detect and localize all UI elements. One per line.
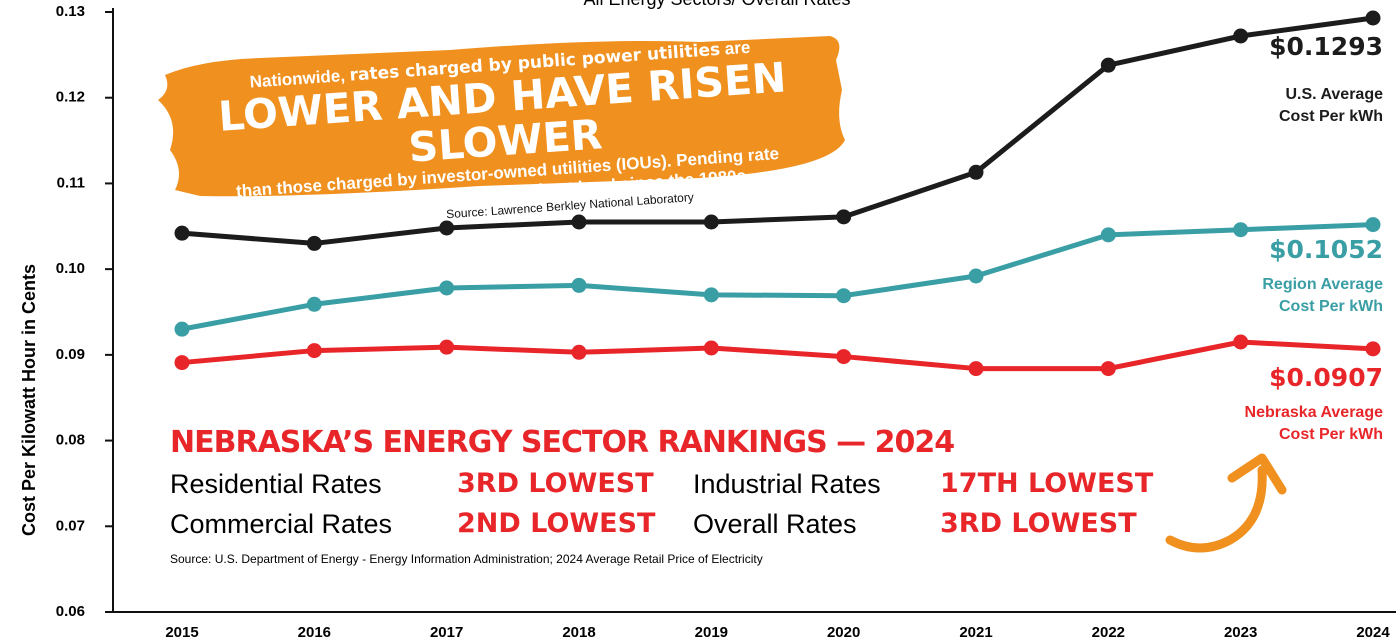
y-axis-title: Cost Per Kilowatt Hour in Cents (19, 264, 39, 536)
data-point (307, 236, 322, 251)
x-tick-label: 2024 (1356, 624, 1390, 641)
ranking-value: 3RD LOWEST (457, 464, 693, 504)
data-point (307, 343, 322, 358)
x-tick-label: 2020 (827, 624, 860, 641)
ranking-label: Commercial Rates (170, 504, 457, 544)
data-point (572, 215, 587, 230)
ranking-label: Industrial Rates (693, 464, 940, 504)
y-tick-label: 0.08 (56, 432, 85, 449)
data-point (1233, 222, 1248, 237)
data-point (1233, 29, 1248, 44)
ranking-value: 2ND LOWEST (457, 504, 693, 544)
series-name: U.S. Average Cost Per kWh (1258, 84, 1383, 128)
data-point (175, 322, 190, 337)
data-point (572, 345, 587, 360)
data-point (969, 361, 984, 376)
y-tick-label: 0.12 (56, 89, 85, 106)
data-point (439, 281, 454, 296)
value-label: $0.1293 (1269, 32, 1383, 61)
data-point (836, 288, 851, 303)
ranking-label: Residential Rates (170, 464, 457, 504)
rankings: NEBRASKA’S ENERGY SECTOR RANKINGS — 2024… (170, 425, 1170, 566)
x-tick-label: 2021 (959, 624, 992, 641)
arrow (1170, 458, 1282, 548)
data-point (439, 221, 454, 236)
data-point (836, 349, 851, 364)
rankings-source: Source: U.S. Department of Energy - Ener… (170, 552, 1170, 566)
page: All Energy Sectors/ Overall Rates Cost P… (0, 0, 1396, 643)
data-point (969, 269, 984, 284)
data-point (307, 297, 322, 312)
ranking-value: 3RD LOWEST (940, 504, 1180, 544)
series-line (182, 342, 1373, 369)
data-point (969, 165, 984, 180)
rankings-title: NEBRASKA’S ENERGY SECTOR RANKINGS — 2024 (170, 425, 1170, 460)
data-point (1233, 335, 1248, 350)
x-tick-label: 2015 (165, 624, 198, 641)
x-tick-label: 2017 (430, 624, 463, 641)
series-name: Region Average Cost Per kWh (1243, 274, 1383, 318)
x-tick-label: 2023 (1224, 624, 1257, 641)
data-point (704, 341, 719, 356)
data-point (704, 287, 719, 302)
x-tick-label: 2018 (562, 624, 595, 641)
y-tick-label: 0.07 (56, 517, 85, 534)
data-point (1101, 227, 1116, 242)
series-name: Nebraska Average Cost Per kWh (1223, 402, 1383, 446)
x-tick-label: 2016 (298, 624, 331, 641)
data-point (175, 355, 190, 370)
y-tick-label: 0.13 (56, 3, 85, 20)
data-point (1366, 11, 1381, 26)
value-label: $0.0907 (1269, 363, 1383, 392)
data-point (704, 215, 719, 230)
y-tick-label: 0.11 (57, 174, 85, 191)
chart-title: All Energy Sectors/ Overall Rates (583, 0, 850, 9)
data-point (1366, 217, 1381, 232)
y-tick-label: 0.06 (56, 603, 85, 620)
x-tick-label: 2022 (1092, 624, 1125, 641)
data-point (836, 209, 851, 224)
data-point (1101, 361, 1116, 376)
data-point (1101, 58, 1116, 73)
data-point (439, 340, 454, 355)
x-tick-label: 2019 (695, 624, 728, 641)
data-point (1366, 341, 1381, 356)
y-tick-label: 0.10 (56, 260, 85, 277)
ranking-value: 17TH LOWEST (940, 464, 1180, 504)
value-label: $0.1052 (1269, 235, 1383, 264)
y-tick-label: 0.09 (56, 346, 85, 363)
ranking-label: Overall Rates (693, 504, 940, 544)
data-point (572, 278, 587, 293)
